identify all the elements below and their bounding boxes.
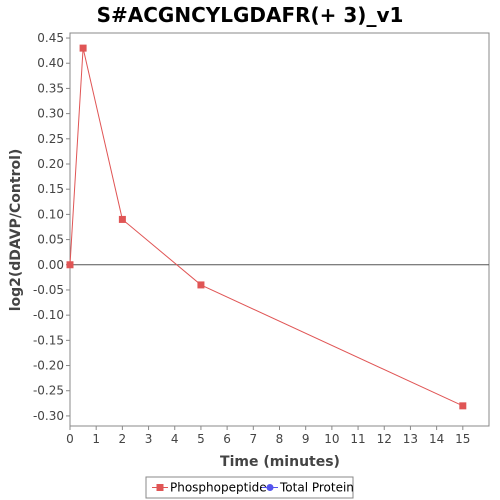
y-tick-label: -0.30 (33, 409, 64, 423)
y-tick-label: -0.25 (33, 384, 64, 398)
x-tick-label: 4 (171, 432, 179, 446)
x-tick-label: 9 (302, 432, 310, 446)
legend-box (145, 476, 354, 499)
data-point[interactable] (66, 261, 74, 269)
y-tick-label: -0.20 (33, 359, 64, 373)
x-tick-label: 12 (377, 432, 392, 446)
y-axis-label: log2(dDAVP/Control) (8, 149, 24, 312)
x-tick-label: 2 (119, 432, 127, 446)
x-tick-label: 7 (249, 432, 257, 446)
x-tick-label: 15 (455, 432, 470, 446)
y-tick-label: 0.15 (37, 182, 64, 196)
plot-area (69, 32, 490, 427)
x-tick-label: 14 (429, 432, 444, 446)
y-tick-label: 0.00 (37, 258, 64, 272)
y-tick-label: -0.05 (33, 283, 64, 297)
x-tick-label: 10 (324, 432, 339, 446)
y-tick-label: 0.35 (37, 81, 64, 95)
y-tick-label: 0.45 (37, 31, 64, 45)
legend-entry-label: Phosphopeptide (170, 481, 267, 495)
x-tick-label: 6 (223, 432, 231, 446)
x-axis: 0 1 2 3 4 5 6 7 8 9 10 11 12 13 14 15 (66, 426, 470, 446)
y-tick-label: 0.30 (37, 107, 64, 121)
x-tick-label: 11 (350, 432, 365, 446)
legend-marker-square (156, 484, 164, 491)
y-tick-label: 0.25 (37, 132, 64, 146)
x-tick-label: 5 (197, 432, 205, 446)
x-tick-label: 8 (276, 432, 284, 446)
x-tick-label: 3 (145, 432, 153, 446)
data-point[interactable] (79, 44, 87, 52)
y-axis: 0.45 0.40 0.35 0.30 0.25 0.20 0.15 0.10 0.05 0.00… (33, 31, 70, 423)
y-tick-label: 0.10 (37, 207, 64, 221)
series-layer (66, 44, 467, 410)
legend: Phosphopeptide Total Protein (145, 476, 354, 499)
y-tick-label: -0.10 (33, 308, 64, 322)
data-point[interactable] (459, 402, 467, 410)
y-tick-label: 0.05 (37, 233, 64, 247)
y-tick-label: 0.20 (37, 157, 64, 171)
legend-marker-circle (266, 484, 274, 491)
data-point[interactable] (197, 281, 205, 289)
x-tick-label: 0 (66, 432, 74, 446)
chart-title: S#ACGNCYLGDAFR(+ 3)_v1 (97, 3, 404, 27)
x-tick-label: 13 (403, 432, 418, 446)
legend-entry-label: Total Protein (279, 481, 354, 495)
data-point[interactable] (118, 215, 126, 223)
y-tick-label: 0.40 (37, 56, 64, 70)
x-tick-label: 1 (92, 432, 100, 446)
x-axis-label: Time (minutes) (220, 454, 340, 470)
y-tick-label: -0.15 (33, 333, 64, 347)
